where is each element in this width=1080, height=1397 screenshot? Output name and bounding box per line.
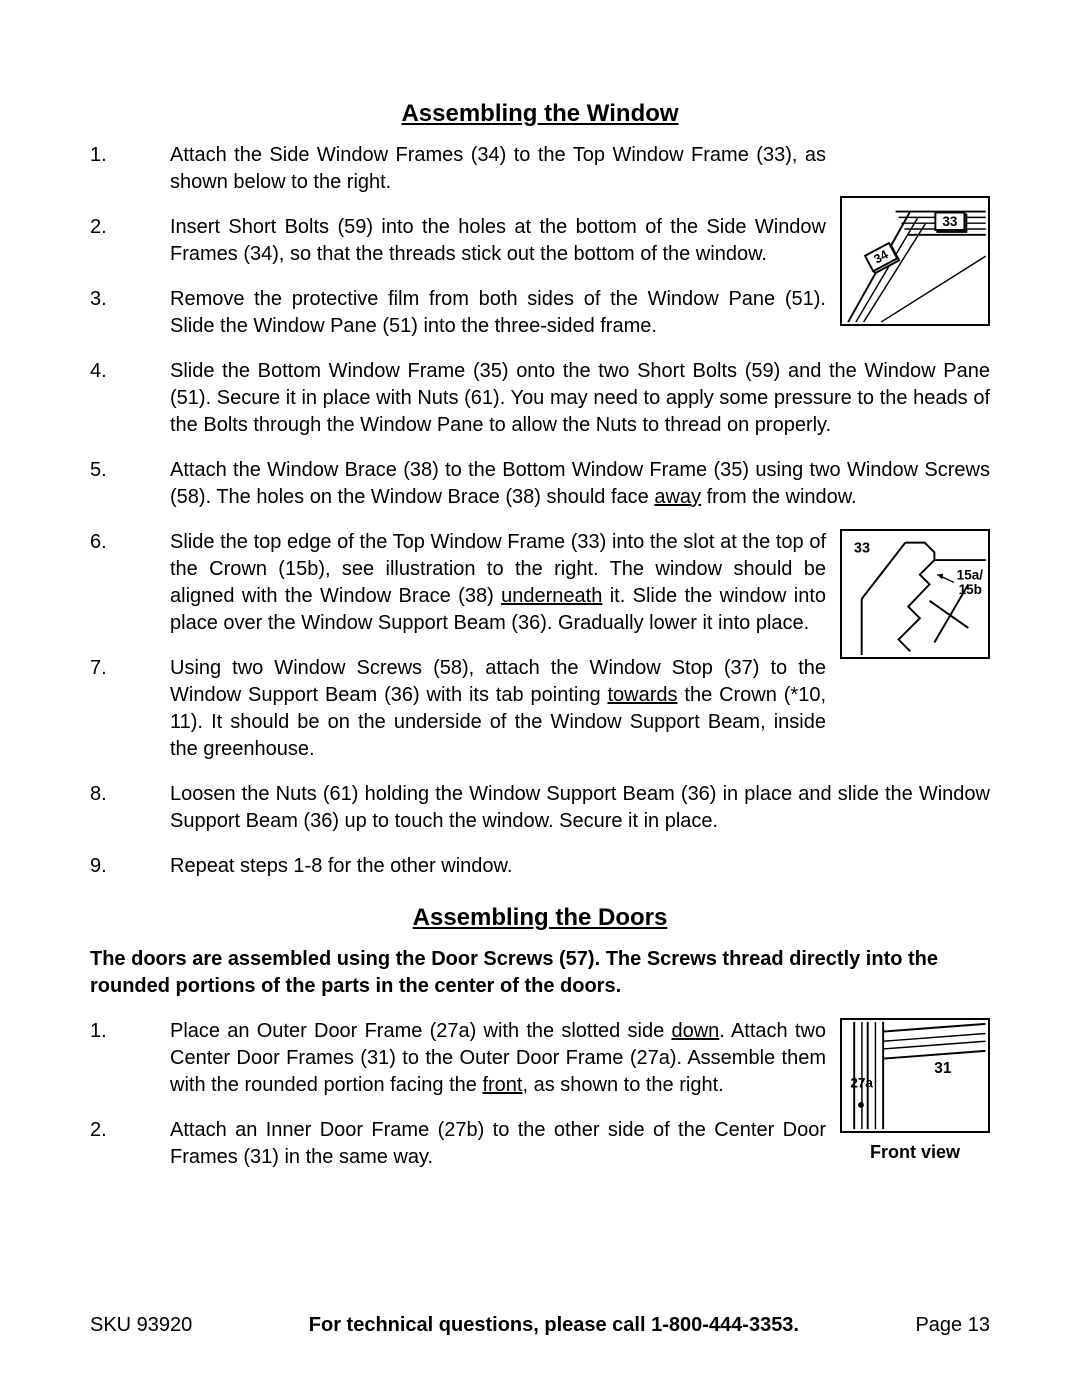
- figure-door-frame: 27a 31 Front view: [840, 1018, 990, 1163]
- step-text: Attach the Window Brace (38) to the Bott…: [170, 457, 990, 511]
- footer-phone: For technical questions, please call 1-8…: [309, 1314, 799, 1337]
- step-number: 4.: [90, 358, 170, 385]
- step-text: Attach the Side Window Frames (34) to th…: [170, 142, 826, 196]
- fig2-label-15b: 15b: [959, 582, 982, 597]
- footer-page: Page 13: [915, 1314, 990, 1337]
- window-step-5: 5. Attach the Window Brace (38) to the B…: [90, 457, 990, 511]
- window-step-9: 9. Repeat steps 1-8 for the other window…: [90, 853, 990, 880]
- step-number: 8.: [90, 781, 170, 808]
- doors-steps-block: 27a 31 Front view 1. Place an Outer Door…: [90, 1018, 990, 1189]
- window-steps-block-2: 33 15a/ 15b 6. Slide the top edge of the…: [90, 529, 990, 898]
- window-step-2: 2. Insert Short Bolts (59) into the hole…: [90, 214, 826, 268]
- fig1-label-33: 33: [942, 214, 958, 229]
- window-step-4: 4. Slide the Bottom Window Frame (35) on…: [90, 358, 990, 439]
- step-text: Slide the top edge of the Top Window Fra…: [170, 529, 826, 637]
- footer-sku: SKU 93920: [90, 1314, 192, 1337]
- step-text: Insert Short Bolts (59) into the holes a…: [170, 214, 826, 268]
- step-text: Loosen the Nuts (61) holding the Window …: [170, 781, 990, 835]
- section-title-window: Assembling the Window: [90, 100, 990, 128]
- step-text: Place an Outer Door Frame (27a) with the…: [170, 1018, 826, 1099]
- section-title-doors: Assembling the Doors: [90, 904, 990, 932]
- fig3-label-27a: 27a: [850, 1076, 873, 1091]
- fig3-label-31: 31: [934, 1060, 952, 1077]
- page: Assembling the Window: [0, 0, 1080, 1397]
- figure-caption: Front view: [840, 1142, 990, 1163]
- step-text: Repeat steps 1-8 for the other window.: [170, 853, 990, 880]
- fig2-label-33: 33: [854, 540, 870, 556]
- step-text: Attach an Inner Door Frame (27b) to the …: [170, 1117, 826, 1171]
- step-text: Using two Window Screws (58), attach the…: [170, 655, 826, 763]
- figure-window-frame-svg: 33 34: [840, 196, 990, 326]
- step-number: 7.: [90, 655, 170, 682]
- step-number: 9.: [90, 853, 170, 880]
- window-step-1: 1. Attach the Side Window Frames (34) to…: [90, 142, 826, 196]
- window-step-7: 7. Using two Window Screws (58), attach …: [90, 655, 826, 763]
- step-text: Remove the protective film from both sid…: [170, 286, 826, 340]
- step-number: 1.: [90, 142, 170, 169]
- doors-step-2: 2. Attach an Inner Door Frame (27b) to t…: [90, 1117, 826, 1171]
- doors-step-1: 1. Place an Outer Door Frame (27a) with …: [90, 1018, 826, 1099]
- window-step-8: 8. Loosen the Nuts (61) holding the Wind…: [90, 781, 990, 835]
- step-text: Slide the Bottom Window Frame (35) onto …: [170, 358, 990, 439]
- window-step-6: 6. Slide the top edge of the Top Window …: [90, 529, 826, 637]
- window-step-3: 3. Remove the protective film from both …: [90, 286, 826, 340]
- step-number: 1.: [90, 1018, 170, 1045]
- page-footer: SKU 93920 For technical questions, pleas…: [90, 1314, 990, 1337]
- step-number: 6.: [90, 529, 170, 556]
- step-number: 2.: [90, 1117, 170, 1144]
- step-number: 5.: [90, 457, 170, 484]
- figure-window-frame: 33 34: [840, 196, 990, 331]
- window-steps-block: 33 34 1. Attach the Side Window Frames (…: [90, 142, 990, 529]
- figure-door-frame-svg: 27a 31: [840, 1018, 990, 1133]
- step-number: 2.: [90, 214, 170, 241]
- figure-crown-slot: 33 15a/ 15b: [840, 529, 990, 664]
- step-number: 3.: [90, 286, 170, 313]
- doors-subheading: The doors are assembled using the Door S…: [90, 946, 990, 1000]
- figure-crown-slot-svg: 33 15a/ 15b: [840, 529, 990, 659]
- fig2-label-15a: 15a/: [957, 567, 984, 582]
